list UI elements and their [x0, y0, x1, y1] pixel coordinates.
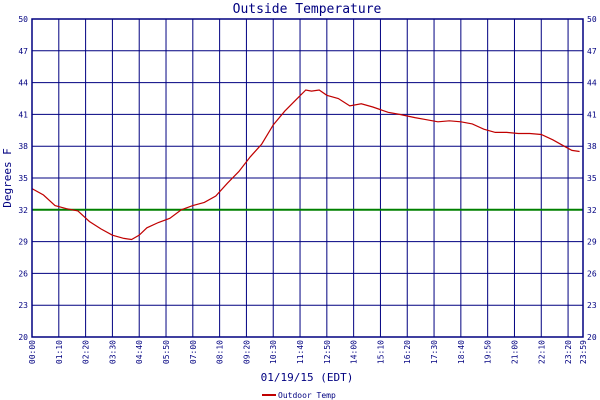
x-tick-label: 23:20 [564, 340, 573, 364]
x-axis-label: 01/19/15 (EDT) [261, 371, 354, 384]
x-tick-label: 14:00 [350, 340, 359, 364]
x-tick-label: 22:10 [537, 340, 546, 364]
x-tick-label: 09:20 [242, 340, 251, 364]
legend-label-outdoor-temp: Outdoor Temp [278, 391, 336, 400]
y-tick-label-right: 44 [587, 79, 597, 88]
x-tick-label: 01:10 [55, 340, 64, 364]
series-line-outdoor-temp [31, 89, 580, 241]
y-tick-label-left: 47 [18, 47, 28, 56]
y-tick-label-left: 26 [18, 269, 28, 278]
y-tick-label-right: 50 [587, 15, 597, 24]
x-tick-label: 00:00 [28, 340, 37, 364]
x-tick-label: 05:50 [162, 340, 171, 364]
y-tick-label-left: 35 [18, 174, 28, 183]
y-tick-label-left: 32 [18, 206, 28, 215]
y-tick-label-right: 32 [587, 206, 597, 215]
y-tick-label-left: 20 [18, 333, 28, 342]
x-tick-label: 08:10 [216, 340, 225, 364]
y-tick-label-right: 26 [587, 269, 597, 278]
x-tick-label: 16:20 [403, 340, 412, 364]
y-tick-label-right: 29 [587, 238, 597, 247]
x-tick-label: 10:30 [269, 340, 278, 364]
y-tick-label-right: 41 [587, 110, 597, 119]
y-tick-label-left: 50 [18, 15, 28, 24]
x-tick-label: 07:00 [189, 340, 198, 364]
chart-title: Outside Temperature [233, 2, 382, 17]
y-tick-label-left: 38 [18, 142, 28, 151]
x-tick-label: 03:30 [108, 340, 117, 364]
y-tick-label-right: 38 [587, 142, 597, 151]
x-tick-label: 21:00 [510, 340, 519, 364]
grid-layer [31, 18, 583, 338]
legend: Outdoor Temp [262, 391, 336, 400]
x-tick-label: 04:40 [135, 340, 144, 364]
x-tick-label: 19:50 [484, 340, 493, 364]
y-tick-label-right: 47 [587, 47, 597, 56]
x-tick-label: 18:40 [457, 340, 466, 364]
x-tick-label: 15:10 [376, 340, 385, 364]
plot-frame [31, 18, 584, 338]
x-tick-label-end: 23:59 [579, 340, 588, 364]
y-tick-label-left: 41 [18, 110, 28, 119]
x-tick-label: 11:40 [296, 340, 305, 364]
x-tick-label: 02:20 [82, 340, 91, 364]
y-tick-label-right: 35 [587, 174, 597, 183]
y-tick-label-left: 29 [18, 238, 28, 247]
x-tick-label: 12:50 [323, 340, 332, 364]
y-tick-label-right: 23 [587, 301, 597, 310]
y-tick-label-left: 44 [18, 79, 28, 88]
y-tick-label-right: 20 [587, 333, 597, 342]
y-axis-label: Degrees F [1, 148, 14, 208]
y-tick-label-left: 23 [18, 301, 28, 310]
x-tick-label: 17:30 [430, 340, 439, 364]
label-layer: 20 20 23 23 26 26 29 29 32 32 35 35 38 38 41 41 44 44 47 47… [18, 15, 596, 364]
